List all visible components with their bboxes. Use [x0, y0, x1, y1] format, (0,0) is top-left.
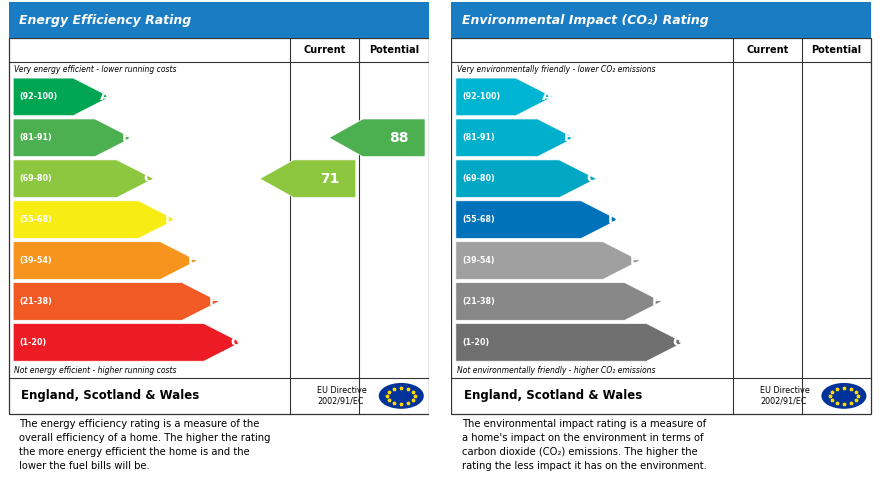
Polygon shape: [13, 78, 110, 116]
Text: Not environmentally friendly - higher CO₂ emissions: Not environmentally friendly - higher CO…: [457, 366, 656, 375]
Text: (92-100): (92-100): [462, 92, 500, 102]
Text: England, Scotland & Wales: England, Scotland & Wales: [21, 389, 200, 402]
Text: Energy Efficiency Rating: Energy Efficiency Rating: [19, 14, 192, 27]
Text: D: D: [607, 213, 619, 226]
Text: EU Directive
2002/91/EC: EU Directive 2002/91/EC: [318, 386, 367, 406]
Circle shape: [379, 384, 423, 408]
Text: C: C: [143, 172, 153, 185]
Text: (81-91): (81-91): [19, 133, 52, 142]
Text: Potential: Potential: [369, 45, 419, 55]
Text: B: B: [121, 131, 132, 144]
Polygon shape: [13, 282, 219, 320]
Text: (92-100): (92-100): [19, 92, 57, 102]
Text: The energy efficiency rating is a measure of the
overall efficiency of a home. T: The energy efficiency rating is a measur…: [19, 419, 271, 471]
Text: Very energy efficient - lower running costs: Very energy efficient - lower running co…: [14, 65, 177, 73]
Text: (55-68): (55-68): [19, 215, 52, 224]
Polygon shape: [456, 119, 575, 157]
FancyBboxPatch shape: [429, 0, 451, 493]
Text: (39-54): (39-54): [19, 256, 52, 265]
Text: Potential: Potential: [811, 45, 862, 55]
Text: A: A: [99, 90, 110, 104]
FancyBboxPatch shape: [9, 2, 429, 38]
Text: F: F: [209, 295, 218, 308]
Polygon shape: [456, 160, 597, 198]
Polygon shape: [13, 119, 132, 157]
FancyBboxPatch shape: [9, 38, 429, 414]
Text: 88: 88: [390, 131, 409, 145]
Text: F: F: [652, 295, 661, 308]
Polygon shape: [456, 242, 640, 280]
Text: Very environmentally friendly - lower CO₂ emissions: Very environmentally friendly - lower CO…: [457, 65, 656, 73]
Text: G: G: [673, 336, 684, 349]
Text: (1-20): (1-20): [462, 338, 489, 347]
Polygon shape: [329, 119, 425, 157]
Text: (39-54): (39-54): [462, 256, 495, 265]
Text: England, Scotland & Wales: England, Scotland & Wales: [464, 389, 642, 402]
Text: The environmental impact rating is a measure of
a home's impact on the environme: The environmental impact rating is a mea…: [462, 419, 707, 471]
Polygon shape: [13, 242, 197, 280]
Polygon shape: [456, 201, 618, 239]
Text: (55-68): (55-68): [462, 215, 495, 224]
Text: (21-38): (21-38): [19, 297, 52, 306]
Text: G: G: [231, 336, 241, 349]
Polygon shape: [260, 160, 356, 198]
Text: (69-80): (69-80): [462, 174, 495, 183]
Text: Environmental Impact (CO₂) Rating: Environmental Impact (CO₂) Rating: [462, 14, 708, 27]
Text: C: C: [586, 172, 596, 185]
Text: E: E: [187, 254, 196, 267]
Polygon shape: [13, 160, 154, 198]
Polygon shape: [13, 323, 241, 361]
Text: EU Directive
2002/91/EC: EU Directive 2002/91/EC: [760, 386, 810, 406]
Text: E: E: [630, 254, 639, 267]
Text: Current: Current: [304, 45, 346, 55]
FancyBboxPatch shape: [451, 38, 871, 414]
Text: 71: 71: [320, 172, 340, 186]
Polygon shape: [13, 201, 175, 239]
Text: Not energy efficient - higher running costs: Not energy efficient - higher running co…: [14, 366, 177, 375]
FancyBboxPatch shape: [451, 2, 871, 38]
Text: (1-20): (1-20): [19, 338, 47, 347]
Text: D: D: [165, 213, 176, 226]
Text: B: B: [564, 131, 575, 144]
Polygon shape: [456, 78, 553, 116]
Text: (81-91): (81-91): [462, 133, 495, 142]
Text: A: A: [542, 90, 553, 104]
Polygon shape: [456, 282, 662, 320]
Polygon shape: [456, 323, 684, 361]
Circle shape: [822, 384, 866, 408]
Text: (21-38): (21-38): [462, 297, 495, 306]
Text: (69-80): (69-80): [19, 174, 52, 183]
Text: Current: Current: [746, 45, 788, 55]
